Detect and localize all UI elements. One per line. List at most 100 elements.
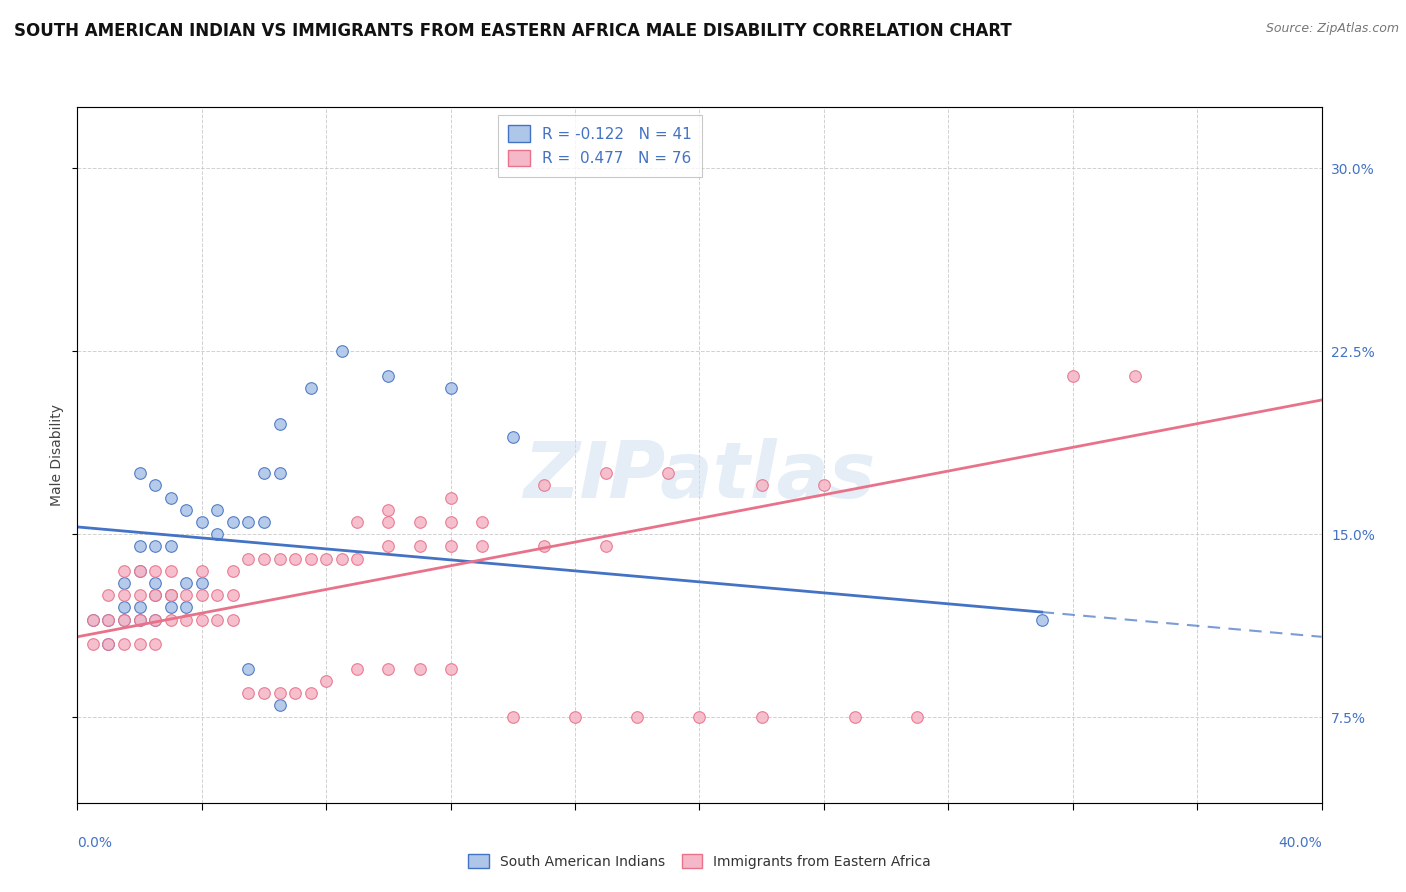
Point	[191, 564, 214, 578]
Point	[207, 588, 229, 602]
Text: ZIPatlas: ZIPatlas	[523, 438, 876, 514]
Point	[269, 551, 291, 566]
Point	[299, 551, 322, 566]
Point	[253, 686, 276, 700]
Point	[222, 515, 245, 529]
Point	[174, 576, 197, 591]
Point	[112, 576, 135, 591]
Point	[128, 600, 150, 615]
Point	[440, 491, 463, 505]
Point	[191, 576, 214, 591]
Point	[844, 710, 866, 724]
Point	[128, 564, 150, 578]
Text: SOUTH AMERICAN INDIAN VS IMMIGRANTS FROM EASTERN AFRICA MALE DISABILITY CORRELAT: SOUTH AMERICAN INDIAN VS IMMIGRANTS FROM…	[14, 22, 1012, 40]
Point	[440, 540, 463, 554]
Point	[174, 588, 197, 602]
Point	[112, 588, 135, 602]
Point	[813, 478, 835, 492]
Point	[97, 613, 120, 627]
Point	[346, 515, 368, 529]
Text: 0.0%: 0.0%	[77, 836, 112, 850]
Point	[222, 588, 245, 602]
Point	[82, 613, 104, 627]
Point	[159, 491, 181, 505]
Point	[502, 710, 524, 724]
Y-axis label: Male Disability: Male Disability	[51, 404, 65, 506]
Point	[346, 551, 368, 566]
Point	[269, 417, 291, 432]
Point	[330, 551, 353, 566]
Point	[191, 613, 214, 627]
Point	[346, 661, 368, 675]
Point	[207, 527, 229, 541]
Point	[751, 710, 773, 724]
Point	[315, 673, 337, 688]
Point	[222, 564, 245, 578]
Point	[143, 613, 166, 627]
Point	[128, 564, 150, 578]
Point	[377, 368, 399, 383]
Point	[207, 613, 229, 627]
Point	[143, 588, 166, 602]
Point	[143, 478, 166, 492]
Point	[1062, 368, 1084, 383]
Point	[751, 478, 773, 492]
Point	[143, 540, 166, 554]
Point	[440, 661, 463, 675]
Point	[269, 686, 291, 700]
Point	[159, 613, 181, 627]
Point	[112, 613, 135, 627]
Point	[112, 564, 135, 578]
Point	[191, 588, 214, 602]
Point	[253, 467, 276, 481]
Point	[143, 637, 166, 651]
Point	[128, 613, 150, 627]
Point	[128, 588, 150, 602]
Point	[253, 515, 276, 529]
Point	[1031, 613, 1053, 627]
Point	[315, 551, 337, 566]
Point	[82, 613, 104, 627]
Point	[112, 637, 135, 651]
Point	[408, 515, 430, 529]
Text: 40.0%: 40.0%	[1278, 836, 1322, 850]
Point	[689, 710, 711, 724]
Point	[159, 588, 181, 602]
Point	[440, 381, 463, 395]
Point	[238, 551, 260, 566]
Point	[440, 515, 463, 529]
Point	[174, 503, 197, 517]
Point	[471, 515, 494, 529]
Point	[284, 551, 307, 566]
Point	[238, 515, 260, 529]
Point	[377, 503, 399, 517]
Point	[238, 686, 260, 700]
Point	[269, 698, 291, 713]
Point	[1123, 368, 1146, 383]
Point	[207, 503, 229, 517]
Point	[330, 344, 353, 359]
Point	[299, 686, 322, 700]
Point	[595, 467, 617, 481]
Point	[905, 710, 928, 724]
Point	[408, 661, 430, 675]
Point	[377, 661, 399, 675]
Point	[82, 637, 104, 651]
Point	[408, 540, 430, 554]
Point	[97, 637, 120, 651]
Point	[97, 637, 120, 651]
Point	[159, 600, 181, 615]
Point	[284, 686, 307, 700]
Point	[299, 381, 322, 395]
Point	[595, 540, 617, 554]
Point	[502, 429, 524, 443]
Point	[657, 467, 679, 481]
Point	[533, 478, 555, 492]
Point	[564, 710, 586, 724]
Point	[143, 613, 166, 627]
Point	[471, 540, 494, 554]
Point	[97, 613, 120, 627]
Point	[128, 467, 150, 481]
Point	[253, 551, 276, 566]
Point	[128, 613, 150, 627]
